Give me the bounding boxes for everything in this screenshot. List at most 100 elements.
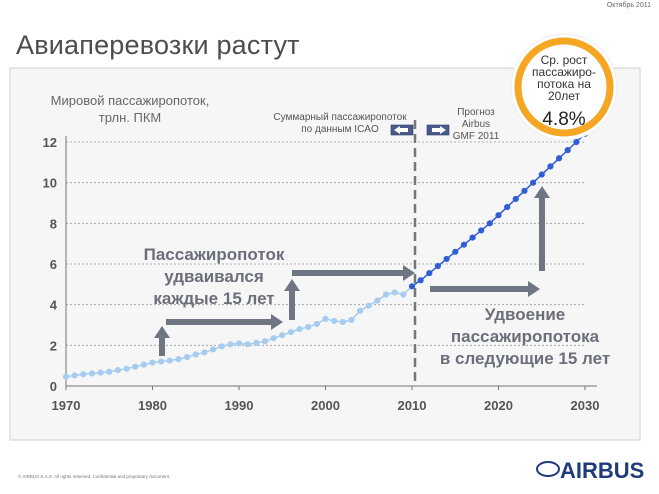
doubling-arrow-right-2-shaft bbox=[292, 270, 403, 276]
data-point-history bbox=[97, 369, 104, 376]
data-point-forecast bbox=[547, 163, 554, 170]
x-tick-label: 2010 bbox=[398, 398, 427, 413]
y-axis-label: Мировой пассажиропоток, трлн. ПКМ bbox=[51, 93, 210, 125]
data-point-history bbox=[331, 317, 338, 325]
data-point-history bbox=[227, 341, 234, 348]
doubling-arrow-up-1-head bbox=[154, 326, 170, 338]
date-label: Октябрь 2011 bbox=[606, 2, 651, 9]
icao-legend-arrow-icon bbox=[390, 124, 414, 136]
x-tick-label: 2000 bbox=[311, 398, 340, 413]
y-tick-label: 12 bbox=[43, 135, 57, 150]
data-point-forecast bbox=[504, 203, 511, 211]
data-point-forecast bbox=[530, 179, 537, 186]
data-point-forecast bbox=[573, 138, 580, 146]
data-point-history bbox=[132, 363, 139, 370]
data-point-forecast bbox=[417, 277, 424, 284]
data-point-history bbox=[140, 361, 147, 368]
data-point-history bbox=[184, 354, 191, 361]
history-doubling-text: Пассажиропоток удваивался каждые 15 лет bbox=[144, 245, 285, 308]
gmf-legend-arrow-icon-glyph bbox=[432, 126, 446, 134]
growth-badge-value: 4.8% bbox=[542, 109, 585, 130]
doubling-arrow-right-1 bbox=[166, 314, 283, 330]
doubling-arrow-right-2 bbox=[292, 265, 415, 281]
data-point-history bbox=[192, 351, 199, 358]
y-tick-label: 10 bbox=[43, 176, 57, 191]
data-point-history bbox=[322, 315, 329, 322]
data-point-forecast bbox=[521, 187, 528, 194]
data-point-history bbox=[261, 338, 269, 345]
data-point-history bbox=[62, 373, 70, 380]
x-tick-label: 1970 bbox=[52, 398, 81, 413]
data-point-history bbox=[201, 349, 208, 356]
data-point-history bbox=[305, 323, 312, 331]
data-point-forecast bbox=[426, 270, 433, 277]
y-tick-label: 0 bbox=[50, 379, 57, 394]
y-tick-label: 2 bbox=[50, 338, 57, 353]
growth-badge-label: Ср. рост пассажиро-потока на 20лет bbox=[532, 53, 596, 103]
data-point-history bbox=[357, 307, 364, 314]
copyright-note: © AIRBUS S.A.S. All rights reserved. Con… bbox=[18, 474, 171, 479]
data-point-forecast bbox=[564, 147, 571, 154]
data-point-history bbox=[287, 329, 294, 336]
data-point-history bbox=[382, 291, 390, 298]
data-point-history bbox=[253, 339, 260, 346]
x-tick-label: 1980 bbox=[138, 398, 167, 413]
data-point-history bbox=[166, 357, 173, 364]
data-point-history bbox=[348, 316, 355, 324]
data-point-forecast bbox=[460, 241, 467, 248]
data-point-forecast bbox=[469, 234, 476, 241]
data-point-history bbox=[175, 356, 182, 363]
data-point-forecast bbox=[512, 195, 519, 203]
forecast-arrow-up-head bbox=[534, 186, 550, 198]
data-point-history bbox=[374, 297, 381, 304]
data-point-forecast bbox=[434, 262, 442, 270]
data-point-history bbox=[400, 291, 407, 298]
x-tick-label: 1990 bbox=[225, 398, 254, 413]
data-point-history bbox=[244, 341, 251, 348]
data-point-forecast bbox=[538, 171, 545, 178]
forecast-arrow-right bbox=[430, 281, 540, 297]
data-point-history bbox=[209, 346, 217, 353]
data-point-history bbox=[123, 365, 130, 372]
doubling-arrow-up-1 bbox=[154, 326, 170, 356]
data-point-history bbox=[71, 372, 78, 379]
data-point-history bbox=[114, 367, 121, 374]
data-point-history bbox=[235, 340, 243, 347]
doubling-arrow-up-2-head bbox=[284, 279, 300, 291]
y-tick-label: 6 bbox=[50, 257, 57, 272]
forecast-doubling-text: Удвоение пассажиропотока в следующие 15 ле… bbox=[440, 305, 610, 368]
doubling-arrow-up-1-shaft bbox=[159, 336, 165, 356]
data-point-forecast bbox=[443, 255, 450, 263]
icao-annotation: Суммарный пассажиропоток по данным ICAO bbox=[273, 112, 407, 135]
data-point-history bbox=[88, 370, 96, 377]
data-point-forecast bbox=[408, 283, 416, 290]
x-tick-label: 2030 bbox=[571, 398, 600, 413]
airbus-logo: AIRBUS bbox=[560, 458, 645, 483]
y-tick-label: 8 bbox=[50, 216, 57, 231]
doubling-arrow-up-2-shaft bbox=[289, 289, 295, 320]
doubling-arrow-right-1-head bbox=[271, 314, 283, 330]
data-point-history bbox=[391, 289, 398, 296]
data-point-history bbox=[365, 302, 372, 309]
data-point-history bbox=[339, 318, 346, 326]
forecast-arrow-right-head bbox=[528, 281, 540, 297]
data-point-forecast bbox=[555, 155, 563, 162]
data-point-forecast bbox=[478, 227, 485, 234]
data-point-history bbox=[158, 358, 165, 365]
page-title: Авиаперевозки растут bbox=[16, 30, 300, 60]
data-point-history bbox=[80, 371, 87, 378]
doubling-arrow-right-2-head bbox=[403, 265, 415, 281]
forecast-arrow-up-shaft bbox=[539, 196, 545, 271]
forecast-arrow-up bbox=[534, 186, 550, 271]
data-point-forecast bbox=[486, 220, 493, 227]
data-point-forecast bbox=[452, 248, 459, 255]
airbus-emblem-icon bbox=[536, 461, 560, 477]
data-point-history bbox=[313, 320, 320, 328]
data-point-history bbox=[279, 332, 286, 339]
icao-legend-arrow-icon-glyph bbox=[394, 126, 408, 134]
data-point-history bbox=[270, 335, 277, 342]
y-tick-label: 4 bbox=[50, 298, 58, 313]
data-point-history bbox=[296, 325, 303, 333]
